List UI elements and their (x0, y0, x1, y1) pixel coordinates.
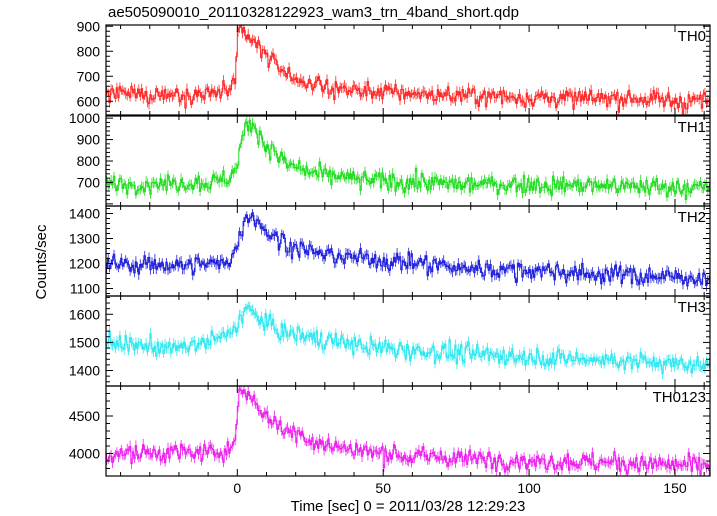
series-line-th3 (106, 305, 710, 375)
y-tick-label: 800 (77, 153, 101, 169)
y-tick-label: 1400 (69, 363, 100, 379)
panel-th2: 1100 1200 1300 1400 TH2 (69, 205, 711, 297)
y-tick-label: 900 (77, 18, 101, 34)
series-line-th1 (106, 119, 710, 200)
panel-th3: 1400 1500 1600 TH3 (69, 295, 711, 387)
y-tick-label: 1000 (69, 110, 100, 126)
panel-frame (105, 205, 711, 297)
error-bars-th1 (106, 116, 710, 204)
panel-frame (105, 115, 711, 207)
x-axis-label: Time [sec] 0 = 2011/03/28 12:29:23 (291, 498, 526, 515)
error-bars-th0123 (106, 386, 710, 476)
y-tick-label: 800 (77, 43, 101, 59)
error-bars-th2 (106, 208, 710, 292)
panel-name-label: TH3 (678, 299, 706, 316)
panel-stack: 600700800900TH07008009001000TH1110012001… (69, 18, 711, 496)
y-tick-label: 1200 (69, 256, 100, 272)
y-tick-label: 1100 (70, 281, 100, 297)
panel-th0: 600 700 800 900 TH0 (77, 18, 711, 116)
y-tick-label: 1500 (69, 334, 100, 350)
panel-name-label: TH1 (678, 119, 706, 136)
figure-title: ae505090010_20110328122923_wam3_trn_4ban… (108, 4, 519, 21)
series-line-th0 (106, 25, 710, 115)
y-tick-label: 1300 (69, 231, 100, 247)
panel-th1: 700 800 900 1000 TH1 (69, 110, 711, 207)
panel-name-label: TH0123 (653, 389, 706, 406)
panel-name-label: TH0 (678, 28, 706, 45)
y-tick-label: 1400 (69, 206, 100, 222)
panel-frame (105, 24, 711, 116)
y-tick-label: 1600 (69, 306, 100, 322)
y-tick-label: 700 (77, 174, 101, 190)
y-tick-label: 4000 (69, 446, 100, 462)
series-line-th2 (106, 212, 710, 287)
y-tick-label: 700 (77, 68, 101, 84)
panel-frame (105, 295, 711, 387)
panel-th0123: 4000 4500 TH0123 (69, 385, 711, 477)
x-tick-label: 0 (233, 480, 241, 496)
x-tick-label: 100 (517, 480, 541, 496)
y-axis-label: Counts/sec (33, 224, 50, 300)
y-tick-label: 4500 (69, 408, 100, 424)
x-tick-label: 150 (663, 480, 687, 496)
series-line-th0123 (106, 388, 710, 476)
error-bars-th0 (106, 25, 710, 115)
x-tick-label: 50 (375, 480, 391, 496)
y-tick-label: 600 (77, 93, 101, 109)
panel-name-label: TH2 (678, 209, 706, 226)
y-tick-label: 900 (77, 132, 101, 148)
